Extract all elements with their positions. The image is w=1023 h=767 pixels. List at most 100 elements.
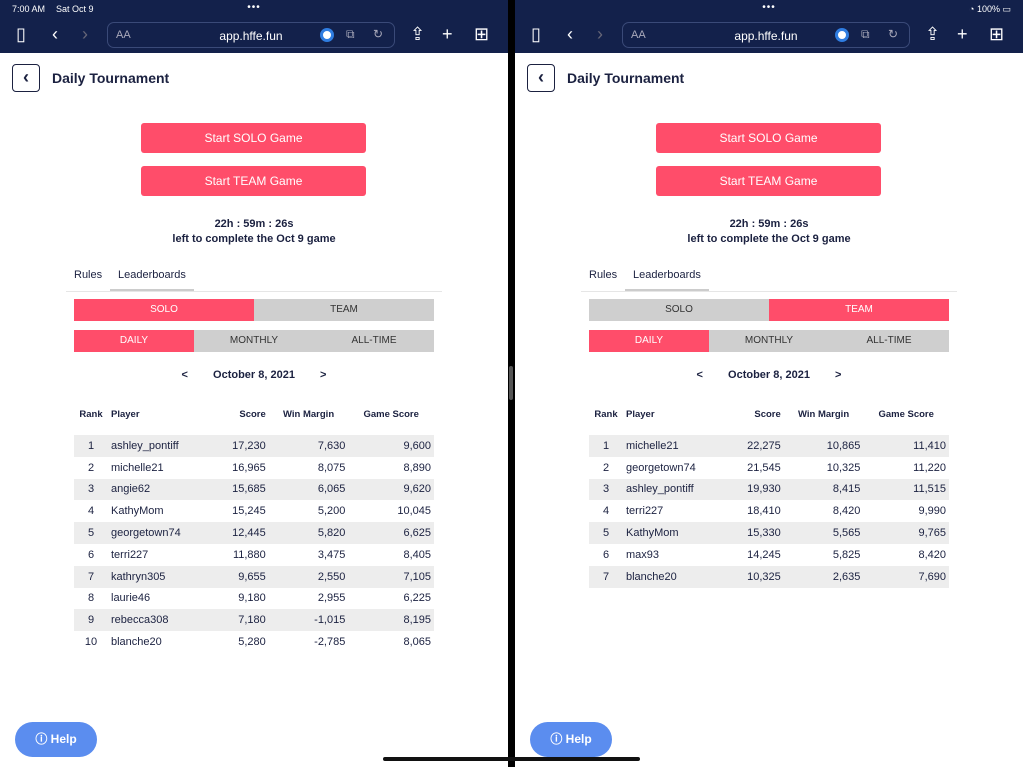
period-daily[interactable]: DAILY	[74, 330, 194, 352]
cell: 14,245	[747, 548, 781, 561]
cell: 10,325	[826, 461, 861, 474]
password-manager-icon[interactable]	[835, 28, 849, 42]
cell: 10	[84, 636, 98, 649]
split-view-divider-handle[interactable]	[509, 366, 513, 400]
tabs-overview-icon[interactable]: ⊞	[474, 24, 490, 44]
table-row: 1 ashley_pontiff 17,230 7,630 9,600	[74, 435, 434, 457]
mode-team[interactable]: TEAM	[769, 299, 949, 321]
start-solo-button[interactable]: Start SOLO Game	[656, 123, 881, 153]
forward-icon[interactable]: ›	[82, 24, 88, 44]
mode-solo[interactable]: SOLO	[589, 299, 769, 321]
address-bar[interactable]: AA app.hffe.fun ⧉ ↻	[622, 22, 910, 48]
share-icon[interactable]: ⇪	[410, 24, 426, 44]
tab-bar: Rules Leaderboards	[66, 268, 442, 292]
tab-leaderboards[interactable]: Leaderboards	[625, 268, 709, 291]
cell: 6,065	[317, 483, 346, 496]
cell: 18,410	[747, 505, 781, 518]
status-date: Sat Oct 9	[56, 4, 94, 14]
next-date-button[interactable]: >	[320, 369, 327, 381]
multitask-dots[interactable]: •••	[247, 2, 261, 13]
column-header: Rank	[594, 409, 618, 420]
reload-icon[interactable]: ↻	[888, 27, 899, 41]
column-header: Score	[239, 409, 266, 420]
period-all-time[interactable]: ALL-TIME	[314, 330, 434, 352]
start-team-button[interactable]: Start TEAM Game	[141, 166, 366, 196]
cell: 2,955	[317, 592, 346, 605]
column-header: Win Margin	[798, 409, 850, 420]
new-tab-icon[interactable]: +	[442, 24, 453, 44]
column-header: Player	[111, 409, 140, 420]
address-bar[interactable]: AA app.hffe.fun ⧉ ↻	[107, 22, 395, 48]
wifi-icon: ◔	[969, 4, 977, 14]
cell: 9,620	[403, 483, 431, 496]
column-header: Player	[626, 409, 655, 420]
back-button[interactable]: ‹	[12, 64, 40, 92]
extension-icon[interactable]: ⧉	[861, 27, 870, 41]
date-navigator: < October 8, 2021 >	[0, 369, 508, 381]
cell: 2	[602, 461, 610, 474]
period-daily[interactable]: DAILY	[589, 330, 709, 352]
prev-date-button[interactable]: <	[181, 369, 188, 381]
extension-icon[interactable]: ⧉	[346, 27, 355, 41]
prev-date-button[interactable]: <	[696, 369, 703, 381]
status-time: 7:00 AM	[12, 4, 46, 14]
column-header: Rank	[79, 409, 103, 420]
cell: 5,280	[238, 636, 266, 649]
cell: 5	[602, 527, 610, 540]
mode-toggle: SOLO TEAM	[74, 299, 434, 321]
cell: rebecca308	[111, 614, 169, 627]
cell: 2	[87, 461, 95, 474]
tab-rules[interactable]: Rules	[589, 269, 618, 281]
sidebar-icon[interactable]: ▯	[16, 24, 26, 44]
password-manager-icon[interactable]	[320, 28, 334, 42]
cell: 6,225	[403, 592, 431, 605]
sidebar-icon[interactable]: ▯	[531, 24, 541, 44]
new-tab-icon[interactable]: +	[957, 24, 968, 44]
reload-icon[interactable]: ↻	[373, 27, 384, 41]
cell: 19,930	[747, 483, 781, 496]
text-size-button[interactable]: AA	[631, 29, 646, 41]
cell: 10,325	[747, 570, 781, 583]
cell: 8,065	[403, 636, 431, 649]
text-size-button[interactable]: AA	[116, 29, 131, 41]
mode-solo[interactable]: SOLO	[74, 299, 254, 321]
mode-toggle: SOLO TEAM	[589, 299, 949, 321]
back-icon[interactable]: ‹	[52, 24, 58, 44]
battery-indicator: ◔ 100% ▭	[969, 4, 1011, 15]
leaderboard-table: Rank Player Score Win Margin Game Score 1 ashl…	[74, 407, 434, 653]
browser-toolbar: 7:00 AM Sat Oct 9 ••• ▯ ‹ › AA app.hffe.f…	[0, 0, 508, 53]
cell: michelle21	[626, 439, 679, 452]
cell: 2,635	[832, 570, 861, 583]
period-monthly[interactable]: MONTHLY	[194, 330, 314, 352]
start-solo-button[interactable]: Start SOLO Game	[141, 123, 366, 153]
table-row: 10 blanche20 5,280 -2,785 8,065	[74, 631, 434, 653]
cell: blanche20	[111, 636, 162, 649]
forward-icon[interactable]: ›	[597, 24, 603, 44]
back-icon[interactable]: ‹	[567, 24, 573, 44]
cell: 3	[87, 483, 95, 496]
help-label: Help	[50, 732, 77, 746]
period-all-time[interactable]: ALL-TIME	[829, 330, 949, 352]
cell: 8,405	[403, 548, 431, 561]
multitask-dots[interactable]: •••	[762, 2, 776, 13]
cell: -2,785	[314, 636, 346, 649]
cell: max93	[626, 548, 660, 561]
start-team-button[interactable]: Start TEAM Game	[656, 166, 881, 196]
cell: 22,275	[747, 439, 781, 452]
tab-rules[interactable]: Rules	[74, 269, 103, 281]
tab-leaderboards[interactable]: Leaderboards	[110, 268, 194, 291]
cell: 9,765	[918, 527, 946, 540]
help-button[interactable]: ⓘ Help	[15, 722, 97, 757]
mode-team[interactable]: TEAM	[254, 299, 434, 321]
cell: 3	[602, 483, 610, 496]
period-monthly[interactable]: MONTHLY	[709, 330, 829, 352]
back-button[interactable]: ‹	[527, 64, 555, 92]
share-icon[interactable]: ⇪	[925, 24, 941, 44]
help-button[interactable]: ⓘ Help	[530, 722, 612, 757]
cell: michelle21	[111, 461, 164, 474]
table-row: 3 ashley_pontiff 19,930 8,415 11,515	[589, 478, 949, 501]
tabs-overview-icon[interactable]: ⊞	[989, 24, 1005, 44]
cell: 8,420	[832, 505, 861, 518]
next-date-button[interactable]: >	[835, 369, 842, 381]
cell: 7	[602, 570, 610, 583]
